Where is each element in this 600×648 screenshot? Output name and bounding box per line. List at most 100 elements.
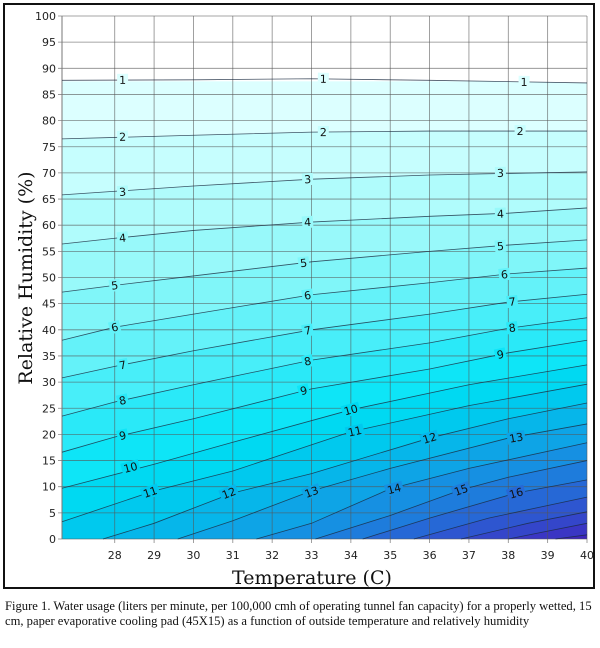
contour-label-11: 11	[344, 423, 365, 440]
contour-label-text: 12	[421, 430, 438, 446]
contour-label-text: 11	[142, 484, 159, 501]
contour-label-text: 10	[122, 460, 139, 476]
contour-label-text: 13	[303, 484, 321, 501]
contour-label-text: 9	[496, 348, 505, 362]
contour-label-gap	[505, 484, 527, 502]
y-axis-label: Relative Humidity (%)	[15, 171, 37, 384]
y-tick-label: 40	[42, 324, 56, 337]
y-tick-label: 45	[42, 298, 56, 311]
contour-label-gap	[301, 323, 315, 338]
contour-label-4: 4	[116, 231, 129, 245]
y-tick-label: 80	[42, 115, 56, 128]
contour-label-15: 15	[450, 481, 472, 499]
y-tick-label: 70	[42, 167, 56, 180]
x-tick-label: 40	[580, 549, 594, 562]
contour-label-text: 8	[118, 394, 128, 408]
x-tick-label: 28	[108, 549, 122, 562]
contour-label-text: 6	[110, 321, 120, 335]
contour-label-2: 2	[317, 126, 329, 139]
contour-label-text: 9	[118, 429, 128, 443]
contour-label-6: 6	[107, 320, 122, 335]
contour-label-gap	[344, 423, 365, 440]
x-tick-label: 33	[305, 549, 319, 562]
contour-line-9	[61, 339, 588, 453]
contour-label-gap	[383, 480, 405, 497]
contour-label-gap	[494, 207, 507, 220]
contour-label-text: 1	[320, 73, 327, 86]
band-level-16	[62, 479, 587, 539]
y-tick-label: 25	[42, 402, 56, 415]
contour-label-text: 2	[517, 125, 524, 138]
contour-label-gap	[300, 354, 315, 369]
contour-label-gap	[301, 215, 314, 229]
contour-label-13: 13	[300, 483, 323, 501]
x-tick-label: 30	[186, 549, 200, 562]
contour-label-gap	[518, 75, 530, 88]
contour-label-text: 3	[119, 186, 127, 199]
contour-label-7: 7	[116, 357, 130, 372]
contour-label-9: 9	[493, 347, 508, 362]
contour-label-gap	[116, 185, 129, 199]
x-tick-label: 36	[423, 549, 437, 562]
contour-label-10: 10	[120, 459, 141, 476]
contour-label-text: 4	[304, 216, 312, 229]
x-axis-label: Temperature (C)	[232, 567, 392, 589]
y-tick-label: 20	[42, 428, 56, 441]
contour-line-16	[362, 479, 588, 540]
contour-label-gap	[115, 393, 130, 408]
contour-label-gap	[297, 256, 310, 270]
contour-label-6: 6	[498, 267, 511, 282]
y-tick-label: 85	[42, 88, 56, 101]
contour-label-text: 2	[320, 126, 327, 139]
contour-label-text: 12	[220, 485, 238, 502]
contour-label-8: 8	[115, 393, 130, 408]
y-tick-label: 55	[42, 245, 56, 258]
contour-label-7: 7	[301, 323, 315, 338]
contour-label-11: 11	[139, 483, 161, 501]
contour-label-gap	[296, 383, 311, 398]
contour-label-text: 5	[496, 240, 504, 254]
band-level-19	[62, 523, 587, 539]
contour-label-12: 12	[419, 429, 440, 447]
contour-label-text: 13	[508, 430, 524, 445]
y-tick-label: 0	[49, 533, 56, 546]
contour-label-gap	[494, 166, 507, 180]
contour-label-text: 3	[304, 173, 312, 186]
contour-label-gap	[506, 430, 527, 446]
contour-label-7: 7	[506, 295, 519, 309]
contour-label-gap	[116, 130, 129, 143]
contour-label-10: 10	[340, 401, 362, 418]
contour-label-gap	[116, 357, 130, 372]
contour-label-text: 3	[497, 167, 504, 180]
contour-label-text: 15	[452, 482, 470, 499]
y-tick-label: 5	[49, 507, 56, 520]
contour-line-19	[508, 522, 588, 540]
contour-label-text: 4	[119, 231, 127, 245]
contour-label-gap	[117, 73, 129, 86]
contour-label-6: 6	[301, 288, 314, 303]
contour-label-gap	[340, 401, 362, 418]
contour-label-14: 14	[383, 480, 405, 497]
contour-label-gap	[505, 321, 519, 335]
contour-label-text: 1	[119, 74, 126, 87]
contour-label-gap	[300, 483, 323, 501]
contour-label-3: 3	[301, 172, 314, 186]
contour-line-20	[555, 534, 588, 540]
contour-label-gap	[218, 484, 240, 502]
contour-label-16: 16	[505, 484, 527, 502]
contour-label-gap	[139, 483, 161, 501]
contour-labels: 1 1 12 2 233 34445556667778889991010111112121…	[107, 72, 530, 502]
contour-line-11	[61, 383, 588, 523]
contour-line-12	[102, 402, 588, 540]
contour-label-text: 8	[508, 321, 517, 335]
contour-label-gap	[514, 125, 526, 138]
contour-label-8: 8	[505, 321, 519, 335]
band-level-17	[62, 497, 587, 539]
y-tick-label: 15	[42, 455, 56, 468]
contour-label-gap	[498, 267, 511, 281]
contour-label-gap	[494, 239, 507, 253]
contour-label-gap	[301, 172, 314, 186]
contour-label-gap	[419, 429, 440, 447]
contour-label-9: 9	[296, 383, 311, 398]
contour-label-5: 5	[108, 278, 121, 293]
